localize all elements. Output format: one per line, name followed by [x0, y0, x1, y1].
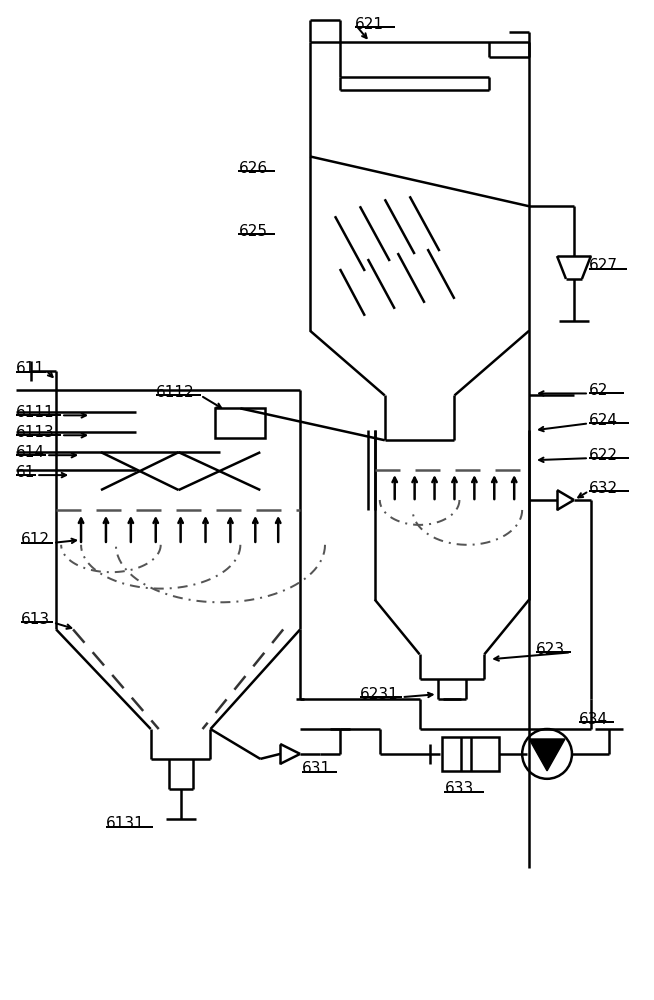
Text: 61: 61 [16, 465, 36, 480]
Text: 624: 624 [589, 413, 618, 428]
Text: 6131: 6131 [106, 816, 145, 831]
Text: 614: 614 [16, 445, 45, 460]
Text: 632: 632 [589, 481, 618, 496]
Text: 623: 623 [536, 642, 565, 657]
Text: 613: 613 [22, 612, 50, 627]
Text: 621: 621 [355, 17, 384, 32]
Polygon shape [529, 739, 565, 771]
Text: 627: 627 [589, 258, 618, 273]
Text: 611: 611 [16, 361, 45, 376]
Text: 6231: 6231 [360, 687, 398, 702]
Text: 633: 633 [445, 781, 473, 796]
Text: 6112: 6112 [156, 385, 194, 400]
Bar [441, 737, 499, 771]
Text: 625: 625 [238, 224, 267, 239]
Text: 6113: 6113 [16, 425, 55, 440]
Text: 634: 634 [579, 712, 608, 727]
Text: 626: 626 [238, 161, 267, 176]
Text: 631: 631 [302, 761, 331, 776]
Text: 62: 62 [589, 383, 608, 398]
Text: 6111: 6111 [16, 405, 55, 420]
Text: 622: 622 [589, 448, 618, 463]
Text: 612: 612 [22, 532, 50, 547]
Bar [215, 408, 266, 438]
